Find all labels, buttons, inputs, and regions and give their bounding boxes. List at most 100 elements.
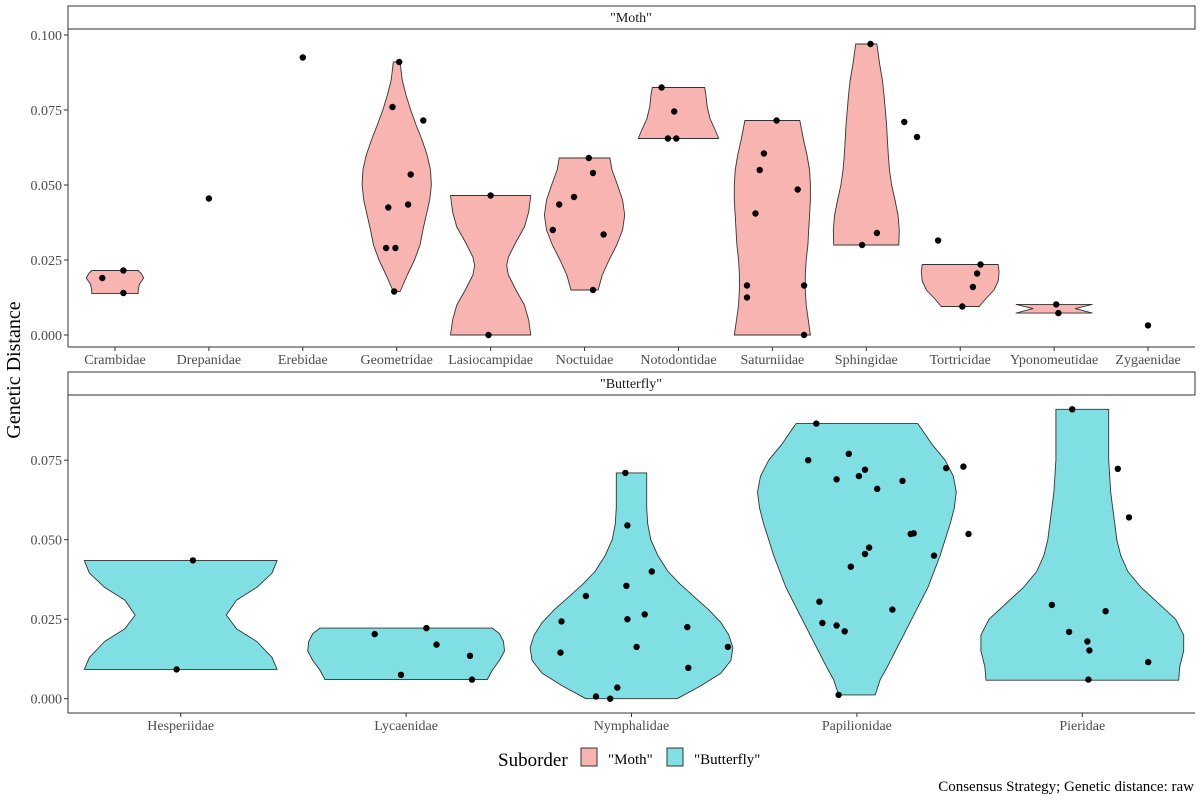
point-papilionidae-10	[965, 530, 972, 538]
butterfly-y-tick-label-0: 0.000	[31, 693, 63, 708]
point-lasiocampidae-0	[487, 192, 494, 199]
point-noctuidae-5	[549, 226, 556, 234]
point-lycaenidae-2	[433, 641, 440, 648]
y-axis-title: Genetic Distance	[3, 301, 25, 438]
point-papilionidae-20	[833, 622, 840, 629]
point-noctuidae-2	[556, 201, 563, 208]
point-pieridae-0	[1069, 406, 1076, 413]
point-tortricidae-3	[959, 303, 966, 310]
point-papilionidae-0	[813, 420, 820, 427]
point-pieridae-1	[1114, 465, 1122, 472]
x-tick-label-pieridae: Pieridae	[1059, 719, 1105, 734]
point-nymphalidae-6	[641, 611, 648, 618]
point-nymphalidae-13	[614, 684, 621, 691]
x-tick-label-saturniidae: Saturniidae	[740, 353, 804, 368]
legend-label-butterfly: "Butterfly"	[694, 752, 760, 768]
moth-x-ticks: Crambidae Drepanidae Erebidae Geometridae La…	[84, 347, 1181, 368]
point-notodontidae-1	[671, 108, 678, 115]
point-papilionidae-17	[889, 606, 896, 613]
point-crambidae-0	[99, 274, 106, 282]
point-pieridae-2	[1125, 514, 1133, 521]
point-papilionidae-4	[855, 472, 863, 480]
moth-y-tick-label-1: 0.025	[31, 254, 63, 269]
x-tick-label-zygaenidae: Zygaenidae	[1115, 353, 1180, 368]
point-sphingidae-5	[934, 237, 942, 244]
point-saturniidae-0	[773, 117, 780, 124]
point-papilionidae-19	[819, 619, 826, 627]
violin-crambidae	[85, 270, 145, 295]
point-geometridae-2	[420, 117, 427, 124]
point-yponomeutidae-0	[1053, 301, 1060, 308]
moth-y-tick-label-3: 0.075	[31, 104, 63, 119]
point-tortricidae-0	[977, 261, 984, 268]
violin-saturniidae	[733, 120, 811, 336]
point-papilionidae-22	[835, 691, 842, 699]
point-nymphalidae-3	[623, 582, 630, 589]
violin-pieridae	[980, 408, 1185, 681]
moth-y-tick-label-4: 0.100	[31, 29, 63, 44]
point-crambidae-1	[120, 267, 127, 274]
point-noctuidae-3	[570, 193, 578, 201]
violin-hesperiidae	[83, 559, 278, 670]
x-tick-label-yponomeutidae: Yponomeutidae	[1010, 353, 1098, 368]
point-lycaenidae-0	[371, 630, 378, 638]
x-tick-label-lasiocampidae: Lasiocampidae	[448, 353, 533, 368]
panel-moth: "Moth" 0.000 0.025 0.050 0.075 0.100 Crambid…	[31, 5, 1196, 368]
point-papilionidae-8	[943, 464, 950, 472]
point-noctuidae-6	[589, 286, 597, 294]
point-zygaenidae-0	[1144, 322, 1152, 329]
point-saturniidae-1	[760, 150, 768, 157]
point-pieridae-7	[1086, 647, 1093, 654]
butterfly-y-tick-label-1: 0.025	[31, 613, 63, 628]
point-notodontidae-3	[673, 135, 680, 142]
point-saturniidae-7	[800, 282, 808, 289]
point-lycaenidae-3	[466, 652, 474, 659]
point-saturniidae-2	[756, 166, 763, 174]
x-tick-label-geometridae: Geometridae	[361, 353, 433, 368]
butterfly-y-tick-label-3: 0.075	[31, 454, 63, 469]
moth-geoms	[85, 40, 1152, 339]
panel-butterfly: "Butterfly" 0.000 0.025 0.050 0.075 Hesperi…	[31, 371, 1196, 734]
violin-notodontidae	[637, 87, 720, 139]
point-nymphalidae-11	[557, 649, 564, 656]
point-saturniidae-6	[743, 294, 751, 301]
strip-label-moth: "Moth"	[610, 11, 652, 26]
point-pieridae-3	[1048, 601, 1056, 609]
point-nymphalidae-12	[685, 664, 692, 671]
point-papilionidae-14	[865, 544, 873, 551]
x-tick-label-erebidae: Erebidae	[278, 353, 328, 368]
point-erebidae-0	[299, 54, 306, 61]
point-papilionidae-5	[833, 476, 840, 483]
point-saturniidae-8	[800, 331, 808, 339]
point-tortricidae-2	[969, 283, 977, 291]
point-saturniidae-3	[794, 186, 801, 193]
x-tick-label-hesperiidae: Hesperiidae	[147, 719, 214, 734]
legend-label-moth: "Moth"	[608, 752, 653, 768]
point-lycaenidae-1	[423, 624, 430, 632]
point-papilionidae-7	[899, 477, 906, 485]
violin-nymphalidae	[529, 472, 734, 700]
caption: Consensus Strategy; Genetic distance: ra…	[938, 779, 1194, 795]
point-nymphalidae-7	[624, 616, 631, 623]
point-pieridae-6	[1084, 638, 1091, 645]
point-pieridae-5	[1102, 608, 1109, 615]
strip-label-butterfly: "Butterfly"	[600, 377, 662, 392]
legend: Suborder "Moth" "Butterfly"	[498, 747, 760, 771]
point-nymphalidae-0	[622, 469, 629, 477]
point-saturniidae-5	[743, 282, 751, 289]
moth-y-tick-label-2: 0.050	[31, 179, 63, 194]
point-papilionidae-1	[805, 457, 812, 464]
point-lycaenidae-5	[468, 676, 476, 683]
butterfly-y-tick-label-2: 0.050	[31, 534, 63, 549]
strip-butterfly	[67, 371, 1196, 396]
butterfly-geoms	[83, 406, 1185, 702]
violin-lycaenidae	[307, 627, 505, 681]
point-sphingidae-1	[901, 118, 908, 126]
point-geometridae-6	[382, 244, 390, 252]
point-noctuidae-4	[600, 231, 607, 238]
point-geometridae-3	[407, 171, 414, 178]
point-geometridae-7	[392, 244, 399, 252]
x-tick-label-lycaenidae: Lycaenidae	[374, 719, 438, 734]
point-lasiocampidae-1	[485, 331, 492, 339]
point-hesperiidae-0	[189, 557, 197, 564]
